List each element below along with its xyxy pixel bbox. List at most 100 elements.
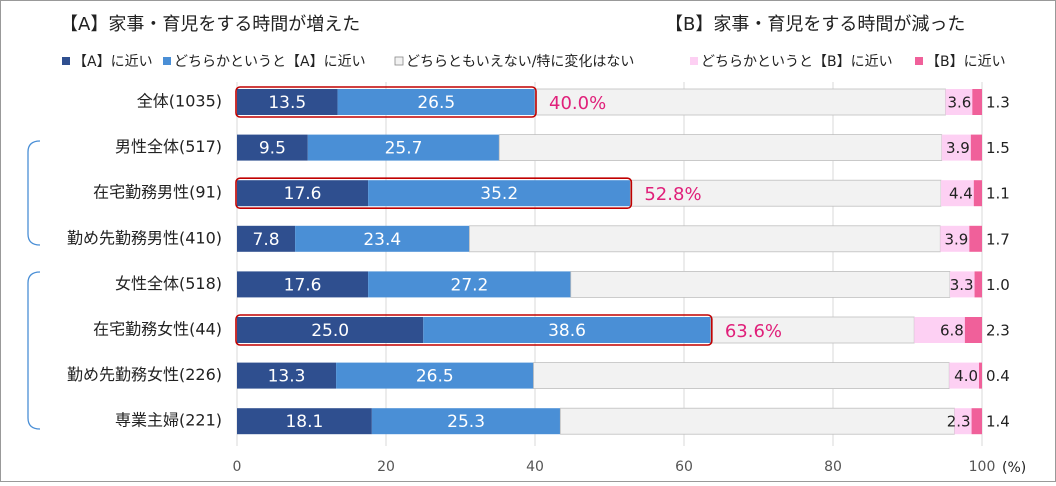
- highlight-box: [235, 314, 713, 346]
- bar-segment: [949, 271, 975, 298]
- bar-segment: [945, 89, 973, 115]
- bar-segment: [914, 317, 965, 343]
- y-tick-label: 全体(1035): [137, 92, 222, 111]
- legend-swatch: [690, 57, 698, 65]
- y-tick-label: 専業主婦(221): [115, 411, 222, 430]
- value-label: 38.6: [548, 321, 586, 341]
- value-label: 4.0: [954, 367, 978, 385]
- highlight-box: [235, 86, 537, 118]
- bar-segment: [570, 270, 951, 298]
- value-label: 2.3: [947, 413, 971, 431]
- y-tick-label: 女性全体(518): [115, 274, 222, 293]
- bar-segment: [973, 180, 982, 207]
- legend-swatch: [163, 57, 171, 65]
- value-label: 1.0: [986, 276, 1010, 294]
- value-label: 25.3: [447, 412, 485, 432]
- bar-segment: [237, 317, 424, 343]
- value-label: 26.5: [416, 367, 454, 387]
- x-tick-label: 40: [526, 459, 544, 475]
- x-tick-label: 20: [377, 459, 395, 475]
- legend-label: 【B】に近い: [926, 54, 1006, 70]
- value-label: 2.3: [986, 322, 1010, 340]
- bar-segment: [974, 271, 982, 298]
- bar-segment: [237, 362, 337, 389]
- bar-segment: [371, 408, 561, 435]
- bar-segment: [954, 408, 972, 435]
- chart-subtitle: 【B】家事・育児をする時間が減った: [665, 14, 965, 35]
- bar-segment: [368, 180, 631, 207]
- value-label: 35.2: [480, 184, 518, 204]
- bar-segment: [533, 362, 950, 390]
- legend-swatch: [62, 57, 70, 65]
- chart-title: 【A】家事・育児をする時間が増えた: [60, 14, 360, 35]
- y-tick-label: 勤め先勤務女性(226): [67, 365, 222, 384]
- x-tick-label: 100: [969, 459, 996, 475]
- group-bracket: [27, 140, 41, 246]
- legend-swatch: [394, 56, 404, 66]
- legend-label: どちらともいえない/特に変化はない: [406, 53, 634, 70]
- legend-swatch: [915, 57, 923, 65]
- bar-segment: [970, 134, 982, 161]
- x-axis-label: (%): [1002, 460, 1026, 476]
- bar-segment: [423, 317, 711, 343]
- bar-segment: [971, 408, 982, 435]
- value-label: 18.1: [285, 412, 323, 432]
- value-label: 26.5: [417, 93, 455, 113]
- value-label: 9.5: [259, 139, 286, 159]
- bar-segment: [307, 134, 500, 161]
- bar-segment: [710, 316, 915, 344]
- value-label: 13.3: [268, 367, 306, 387]
- value-label: 17.6: [284, 275, 322, 295]
- bar-segment: [237, 89, 338, 115]
- value-label: 1.5: [986, 139, 1010, 157]
- legend-label: 【A】に近い: [73, 54, 153, 70]
- bar-segment: [237, 271, 369, 298]
- bar-segment: [949, 362, 980, 389]
- x-tick-label: 60: [675, 459, 693, 475]
- bar-segment: [295, 225, 470, 252]
- bar-segment: [972, 89, 982, 115]
- legend-label: どちらかというと【B】に近い: [701, 54, 893, 70]
- value-label: 17.6: [284, 184, 322, 204]
- value-label: 25.0: [311, 321, 349, 341]
- legend-label: どちらかというと【A】に近い: [174, 54, 366, 70]
- y-tick-label: 男性全体(517): [115, 137, 222, 156]
- value-label: 1.3: [986, 94, 1010, 112]
- highlight-box: [235, 177, 633, 209]
- bar-segment: [237, 225, 296, 252]
- value-label: 1.1: [986, 185, 1010, 203]
- value-label: 4.4: [949, 185, 973, 203]
- bar-segment: [337, 89, 535, 115]
- bar-segment: [559, 407, 955, 435]
- value-label: 7.8: [253, 230, 280, 250]
- total-label: 52.8%: [644, 184, 701, 205]
- bar-segment: [941, 180, 974, 207]
- value-label: 27.2: [451, 275, 489, 295]
- bar-segment: [969, 225, 982, 252]
- y-tick-label: 在宅勤務男性(91): [93, 183, 222, 202]
- value-label: 1.7: [986, 230, 1010, 248]
- value-label: 3.3: [950, 276, 974, 294]
- y-tick-label: 勤め先勤務男性(410): [67, 228, 222, 247]
- value-label: 13.5: [268, 93, 306, 113]
- bar-segment: [336, 362, 534, 389]
- bar-segment: [368, 271, 571, 298]
- x-tick-label: 80: [824, 459, 842, 475]
- bar-segment: [941, 134, 971, 161]
- bar-segment: [237, 408, 372, 435]
- bar-segment: [979, 362, 982, 389]
- group-bracket: [27, 271, 41, 430]
- bar-segment: [237, 180, 369, 207]
- value-label: 3.9: [944, 230, 968, 248]
- bar-segment: [498, 134, 943, 162]
- value-label: 1.4: [986, 413, 1010, 431]
- y-tick-label: 在宅勤務女性(44): [93, 320, 222, 339]
- bar-segment: [940, 225, 970, 252]
- value-label: 25.7: [385, 139, 423, 159]
- value-label: 0.4: [986, 367, 1010, 385]
- value-label: 3.6: [947, 94, 971, 112]
- value-label: 6.8: [940, 322, 964, 340]
- x-tick-label: 0: [233, 459, 242, 475]
- total-label: 40.0%: [549, 93, 606, 114]
